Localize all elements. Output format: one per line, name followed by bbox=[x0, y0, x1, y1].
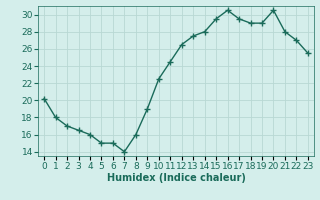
X-axis label: Humidex (Indice chaleur): Humidex (Indice chaleur) bbox=[107, 173, 245, 183]
